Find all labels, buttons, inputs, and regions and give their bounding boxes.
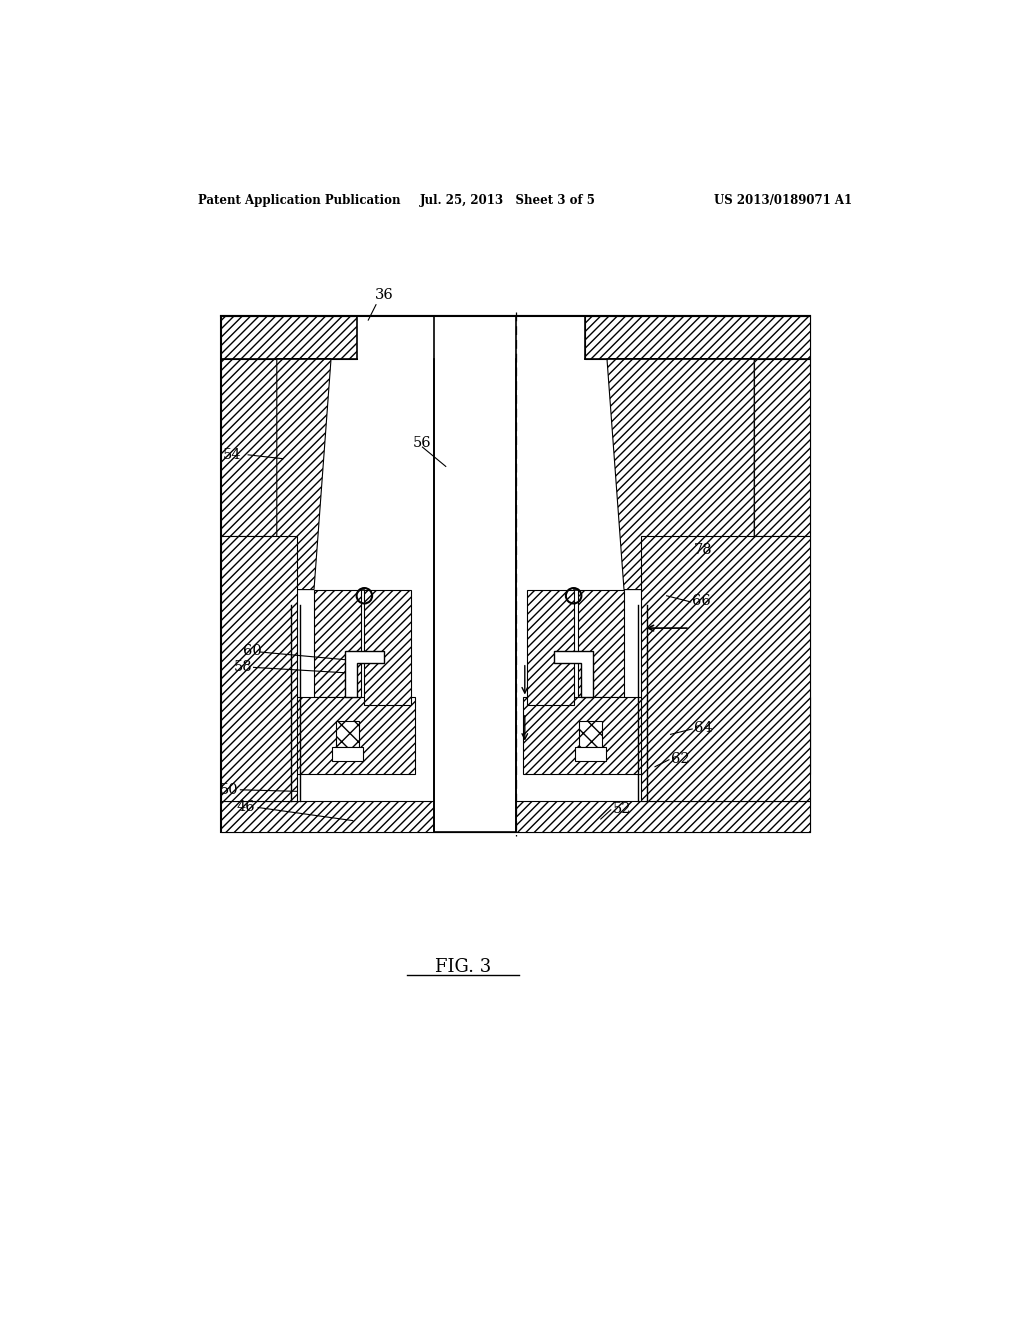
- Bar: [641, 536, 810, 801]
- Text: 50: 50: [219, 783, 238, 797]
- Text: 52: 52: [612, 803, 631, 816]
- Text: 62: 62: [671, 752, 689, 766]
- Bar: [314, 590, 360, 697]
- Polygon shape: [554, 651, 593, 697]
- Bar: [221, 697, 415, 775]
- Bar: [221, 359, 276, 536]
- Bar: [578, 590, 624, 697]
- Text: 46: 46: [237, 800, 255, 813]
- Bar: [276, 536, 365, 801]
- Text: 60: 60: [243, 644, 261, 659]
- Bar: [579, 721, 602, 747]
- Bar: [527, 590, 573, 705]
- Bar: [221, 317, 356, 359]
- Bar: [221, 801, 810, 832]
- Bar: [586, 317, 810, 359]
- Text: 64: 64: [693, 721, 713, 735]
- Polygon shape: [276, 359, 331, 590]
- Bar: [575, 747, 606, 762]
- Bar: [221, 317, 810, 832]
- Bar: [221, 536, 297, 801]
- Text: Jul. 25, 2013   Sheet 3 of 5: Jul. 25, 2013 Sheet 3 of 5: [420, 194, 596, 207]
- Bar: [434, 317, 515, 832]
- Bar: [755, 359, 810, 536]
- Text: US 2013/0189071 A1: US 2013/0189071 A1: [715, 194, 853, 207]
- Bar: [336, 721, 359, 747]
- Text: 66: 66: [692, 594, 711, 609]
- Polygon shape: [607, 359, 755, 590]
- Text: 56: 56: [414, 437, 432, 450]
- Text: FIG. 3: FIG. 3: [434, 958, 490, 975]
- Bar: [365, 590, 411, 705]
- Bar: [356, 317, 586, 359]
- Text: 36: 36: [375, 289, 393, 302]
- Text: Patent Application Publication: Patent Application Publication: [198, 194, 400, 207]
- Polygon shape: [345, 651, 384, 697]
- Bar: [523, 697, 810, 775]
- Text: 54: 54: [222, 447, 241, 462]
- Bar: [332, 747, 362, 762]
- Text: 58: 58: [233, 660, 252, 673]
- Text: 78: 78: [693, 543, 713, 557]
